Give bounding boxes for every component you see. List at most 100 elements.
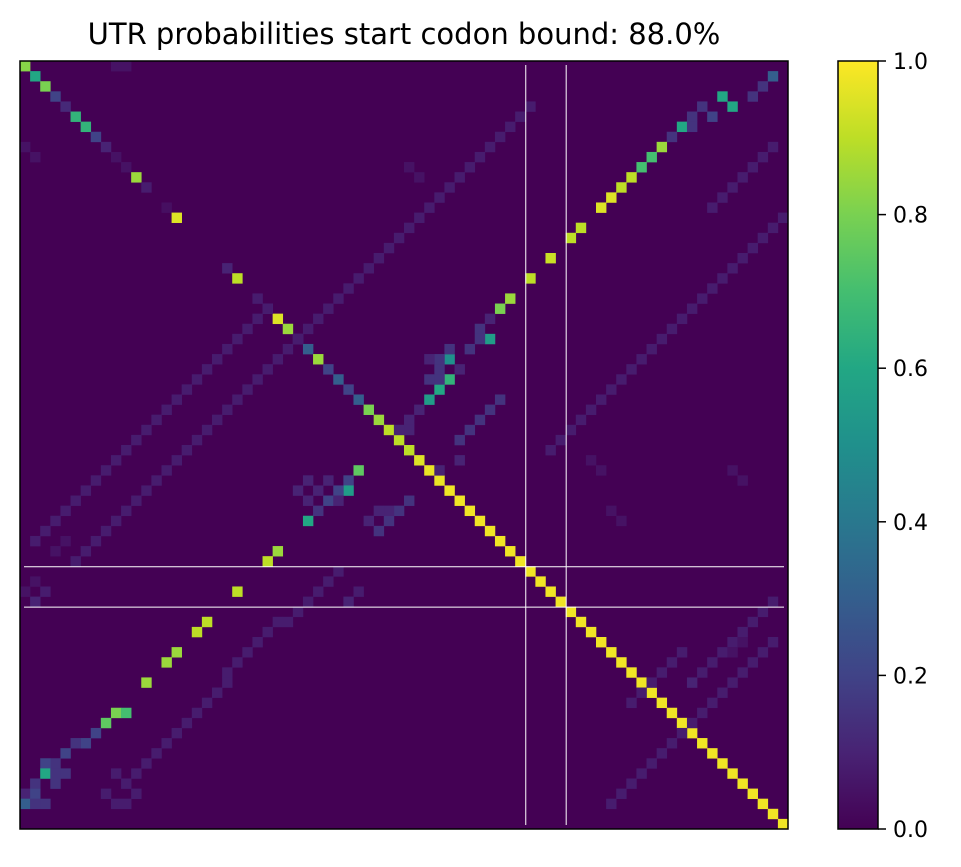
heatmap-cell — [50, 91, 61, 102]
heatmap-cell — [404, 222, 415, 234]
heatmap-cell — [656, 667, 668, 678]
heatmap-cell — [40, 586, 51, 597]
heatmap-cell — [727, 647, 738, 658]
heatmap-cell — [141, 758, 152, 769]
colorbar-tick-label: 0.6 — [893, 357, 928, 382]
heatmap-cell — [676, 121, 688, 133]
heatmap-cell — [525, 273, 536, 284]
heatmap-cell — [414, 455, 425, 466]
heatmap-cell — [424, 202, 435, 213]
heatmap-cell — [434, 374, 445, 385]
heatmap-cell — [454, 455, 465, 466]
heatmap-cell — [323, 495, 334, 506]
heatmap-cell — [343, 596, 354, 607]
heatmap-cell — [525, 566, 536, 577]
heatmap-cell — [242, 384, 253, 395]
heatmap-cell — [505, 121, 516, 133]
heatmap-cell — [141, 424, 152, 436]
heatmap-cell — [575, 616, 587, 628]
heatmap-cell — [40, 758, 51, 769]
heatmap-cell — [353, 394, 364, 405]
heatmap-cell — [141, 182, 152, 193]
heatmap-cell — [40, 768, 51, 779]
heatmap-cell — [323, 364, 334, 375]
heatmap-cell — [60, 505, 71, 517]
heatmap-cell — [60, 748, 71, 759]
heatmap-cell — [333, 566, 344, 577]
heatmap-cell — [454, 364, 465, 375]
heatmap-cell — [373, 505, 385, 517]
heatmap-cell — [100, 141, 112, 153]
heatmap-cell — [262, 364, 273, 375]
heatmap-cell — [596, 637, 607, 648]
heatmap-cell — [141, 485, 152, 496]
heatmap-cell — [616, 182, 627, 193]
heatmap-cell — [302, 515, 314, 527]
heatmap-cell — [242, 647, 253, 658]
heatmap-cell — [555, 434, 566, 446]
heatmap-cell — [171, 455, 182, 466]
heatmap-cell — [717, 647, 728, 658]
heatmap-cell — [201, 364, 213, 375]
heatmap-cell — [565, 424, 577, 436]
heatmap-cell — [575, 414, 587, 426]
heatmap-cell — [676, 313, 688, 325]
heatmap-cell — [313, 354, 324, 365]
heatmap-cell — [626, 667, 637, 678]
colorbar-tick-label: 0.8 — [893, 204, 928, 229]
heatmap-cell — [161, 657, 172, 668]
heatmap-cell — [272, 616, 284, 628]
heatmap-cell — [444, 182, 455, 193]
heatmap-cell — [656, 333, 668, 345]
heatmap-cell — [222, 667, 233, 678]
heatmap-cell — [201, 616, 213, 628]
heatmap-cell — [717, 758, 728, 769]
heatmap-cell — [100, 788, 112, 799]
heatmap-cell — [121, 445, 132, 456]
heatmap-cell — [201, 424, 213, 436]
heatmap-cell — [565, 232, 577, 244]
heatmap-cell — [191, 626, 203, 638]
heatmap-cell — [40, 81, 51, 92]
heatmap-cell — [434, 475, 445, 486]
heatmap-cell — [50, 546, 61, 557]
heatmap-cell — [707, 111, 718, 122]
heatmap-cell — [393, 424, 405, 436]
heatmap-cell — [676, 717, 688, 729]
heatmap-cell — [727, 182, 738, 193]
heatmap-cell — [50, 758, 61, 769]
heatmap-cell — [697, 707, 708, 719]
heatmap-cell — [474, 151, 486, 163]
heatmap-cell — [707, 657, 718, 668]
heatmap-cell — [686, 677, 698, 688]
heatmap-cell — [40, 525, 51, 537]
heatmap-cell — [110, 707, 122, 719]
heatmap-cell — [110, 768, 122, 779]
heatmap-cell — [141, 677, 152, 688]
colorbar-gradient — [837, 60, 879, 830]
heatmap-cell — [474, 333, 486, 345]
heatmap-cell — [171, 212, 182, 223]
heatmap-cell — [707, 748, 718, 759]
heatmap-cell — [383, 424, 395, 436]
heatmap-cell — [292, 606, 304, 618]
heatmap-cell — [646, 677, 657, 688]
heatmap-cell — [697, 667, 708, 678]
heatmap-cell — [90, 727, 102, 739]
heatmap-cell — [707, 697, 718, 709]
heatmap-cell — [171, 727, 182, 739]
heatmap-cell — [232, 657, 243, 668]
heatmap-cell — [20, 141, 31, 153]
heatmap-cell — [676, 647, 688, 658]
heatmap-cell — [383, 515, 395, 527]
heatmap-cell — [545, 445, 556, 456]
heatmap-cell — [636, 354, 647, 365]
heatmap-cell — [737, 637, 748, 648]
heatmap-cell — [80, 485, 92, 496]
heatmap-cell — [636, 677, 647, 688]
heatmap-cell — [282, 323, 294, 335]
heatmap-cell — [434, 465, 445, 476]
heatmap-cell — [222, 677, 233, 688]
heatmap-cell — [707, 202, 718, 213]
heatmap-cell — [646, 758, 657, 769]
